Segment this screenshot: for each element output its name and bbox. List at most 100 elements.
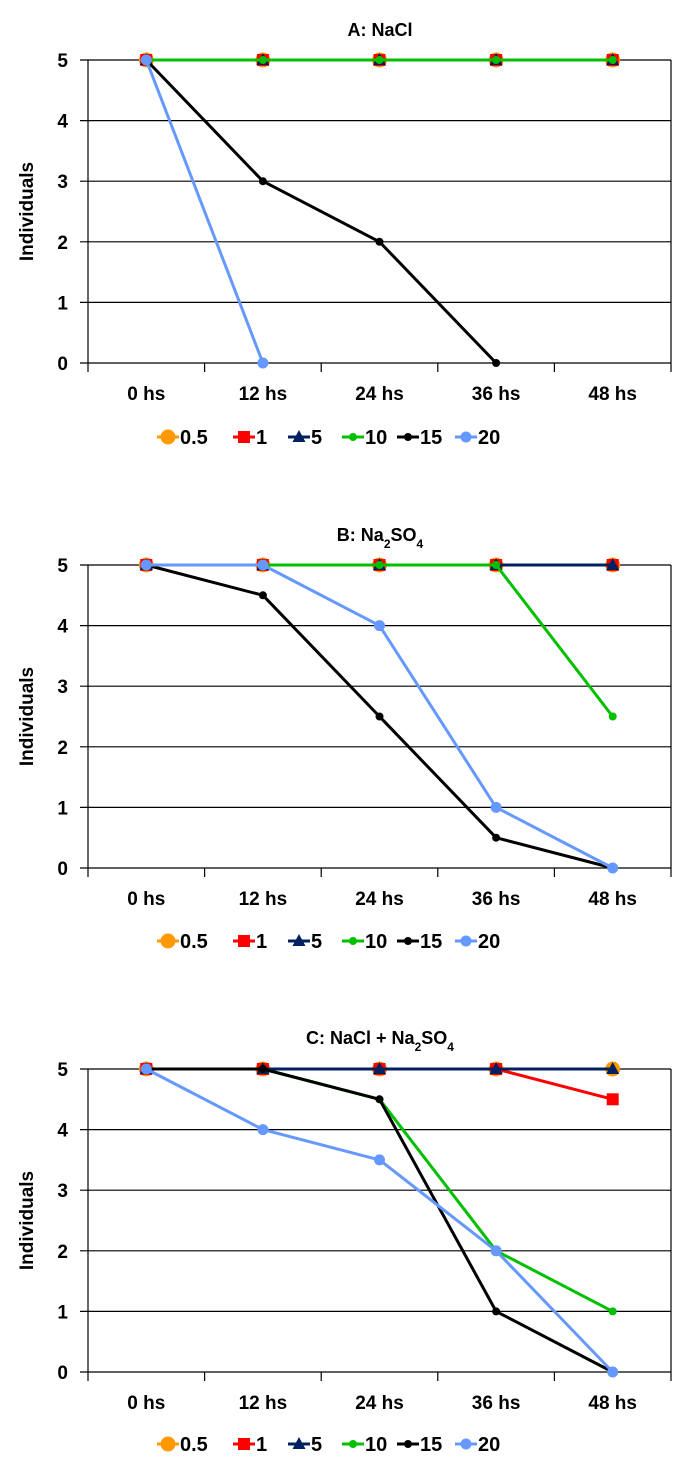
legend-item: 5 [288,1434,322,1456]
y-tick-label: 2 [57,233,68,254]
y-tick-label: 0 [57,859,68,880]
legend-item: 1 [233,1434,267,1456]
legend-item: 0.5 [157,427,208,449]
legend-marker [160,429,176,445]
chart-title-main: C: NaCl + Na [306,1028,416,1048]
data-point [492,1307,501,1316]
series-10 [142,56,617,64]
x-tick-label: 0 hs [127,1393,165,1414]
legend-marker [238,935,250,947]
y-tick-label: 1 [57,798,68,819]
y-axis-label: Individuals [17,1171,38,1270]
data-point [490,801,502,813]
legend-marker [349,433,357,441]
chart-title-subscript: 2 [384,537,391,551]
legend-label: 0.5 [180,427,208,449]
data-point [492,56,501,64]
legend-label: 20 [478,931,500,953]
x-tick-label: 24 hs [355,384,404,405]
data-point [140,54,152,66]
x-tick-label: 12 hs [239,1393,288,1414]
data-point [607,1366,619,1378]
legend-label: 20 [478,1434,500,1456]
data-point [258,56,267,64]
y-tick-label: 3 [57,677,68,698]
x-tick-label: 12 hs [239,384,288,405]
data-point [374,1154,385,1166]
y-axis-label: Individuals [17,667,38,766]
data-point [258,177,267,186]
legend: 0.5 1 5 10 15 20 [157,931,500,953]
legend-label: 10 [365,427,387,449]
y-tick-label: 5 [57,51,68,72]
data-point [257,559,269,571]
chart-panel: A: NaCl 0 1 2 3 4 5 0 hs 12 hs 24 hs 36 hs 48 hs Ind… [17,20,672,449]
series-15 [142,1065,617,1376]
legend-marker [349,1440,357,1448]
legend-item: 5 [288,931,322,953]
x-tick-label: 48 hs [588,1393,637,1414]
y-tick-label: 4 [57,617,68,638]
series-line [146,1067,614,1374]
chart-title-subscript: 4 [447,1040,454,1054]
y-axis-label: Individuals [17,162,38,261]
legend-item: 20 [455,931,500,953]
x-tick-label: 36 hs [472,889,521,910]
data-point [492,359,501,367]
chart-title: B: Na2SO4 [337,525,424,551]
legend-marker [460,431,472,443]
legend-marker [292,430,306,442]
legend-label: 1 [256,1434,267,1456]
legend-label: 10 [365,931,387,953]
data-point [375,1095,384,1104]
series-line [146,563,614,718]
series-line [145,58,498,365]
y-tick-label: 2 [57,1242,68,1263]
legend-item: 10 [342,427,387,449]
legend-marker [292,1437,306,1449]
legend-item: 0.5 [157,1434,208,1456]
data-point [257,357,269,369]
y-tick-label: 5 [57,1060,68,1081]
x-tick-label: 24 hs [355,889,404,910]
legend-marker [404,937,412,945]
data-point [608,1307,617,1316]
data-point [608,712,617,721]
legend-marker [292,934,306,946]
data-point [375,561,384,569]
chart-title-main: A: NaCl [347,20,412,40]
data-point [606,1062,620,1074]
legend-item: 20 [455,1434,500,1456]
legend: 0.5 1 5 10 15 20 [157,427,500,449]
x-tick-label: 0 hs [127,889,165,910]
x-tick-label: 48 hs [588,889,637,910]
legend-label: 15 [420,427,442,449]
data-point [140,1063,152,1075]
chart-title: C: NaCl + Na2SO4 [306,1028,454,1054]
y-tick-label: 4 [57,112,68,133]
chart-title-part: SO [421,1028,447,1048]
x-tick-label: 24 hs [355,1393,404,1414]
series-15 [142,56,501,367]
data-point [606,1093,619,1106]
chart-title: A: NaCl [347,20,412,40]
chart-title-part: SO [391,525,417,545]
legend-item: 15 [397,931,442,953]
series-line [145,1067,614,1374]
legend-item: 10 [342,1434,387,1456]
y-tick-label: 0 [57,354,68,375]
legend-marker [160,1436,176,1452]
data-point [489,1062,503,1074]
legend-label: 5 [311,1434,322,1456]
legend-marker [404,1440,412,1448]
x-tick-label: 36 hs [472,384,521,405]
legend-label: 10 [365,1434,387,1456]
legend-item: 1 [233,931,267,953]
data-point [258,591,267,600]
y-tick-label: 4 [57,1121,68,1142]
data-point [607,862,619,874]
y-tick-label: 1 [57,293,68,314]
chart-title-subscript: 2 [415,1040,422,1054]
data-point [375,712,384,721]
